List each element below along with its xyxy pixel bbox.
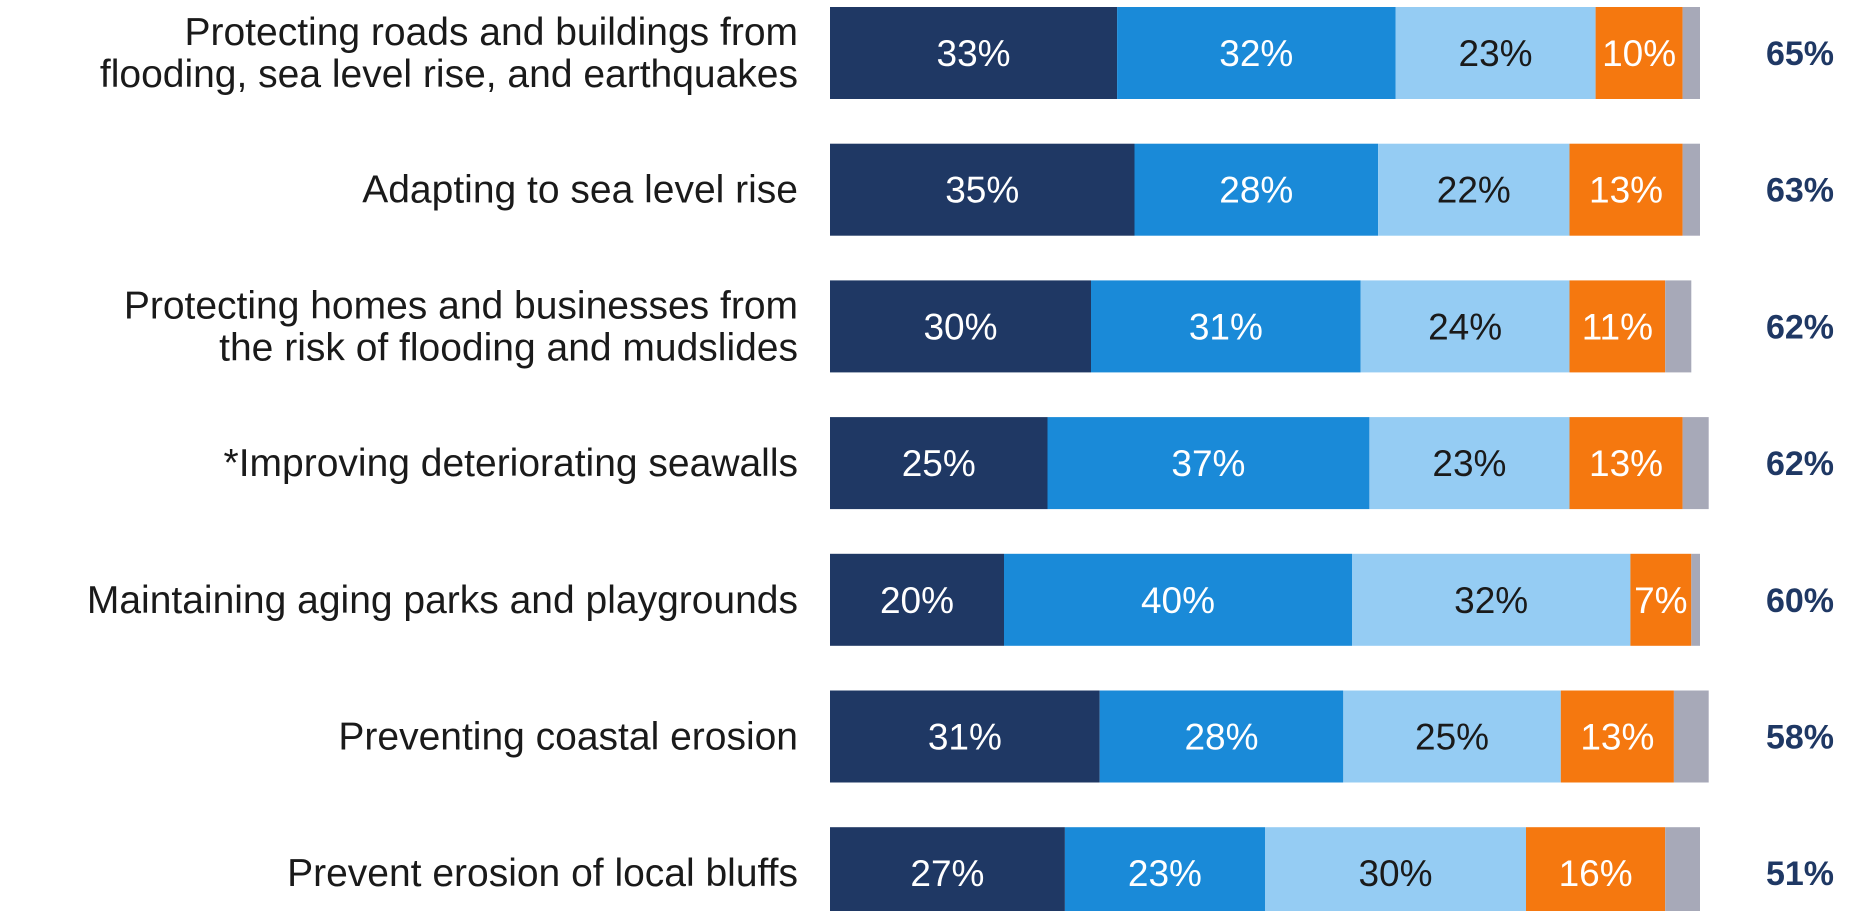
- data-label: 16%: [1559, 853, 1633, 894]
- category-label: Protecting homes and businesses from the …: [124, 284, 798, 369]
- category-label-line: Adapting to sea level rise: [362, 169, 798, 212]
- data-label: 27%: [910, 853, 984, 894]
- data-label: 28%: [1184, 717, 1258, 758]
- bar-row: Preventing coastal erosion 31% 28% 25% 13% 58…: [338, 690, 1834, 783]
- bar-segment: [830, 280, 1091, 373]
- bar-segment: [1352, 553, 1631, 646]
- category-label-line: Prevent erosion of local bluffs: [287, 852, 798, 895]
- data-label: 32%: [1454, 580, 1528, 621]
- bar-row: Protecting roads and buildings from flood…: [100, 7, 1834, 99]
- bar-segment: [1665, 280, 1692, 373]
- total-label: 60%: [1766, 582, 1834, 620]
- category-label-line: Protecting homes and businesses from: [124, 284, 798, 327]
- data-label: 22%: [1437, 170, 1511, 211]
- bar-segment: [1395, 7, 1596, 99]
- bar-segment: [1004, 553, 1352, 646]
- bar-segment: [1682, 417, 1709, 510]
- data-label: 25%: [902, 443, 976, 484]
- bar-segment: [1569, 143, 1683, 236]
- bar-segment: [830, 690, 1100, 783]
- bar-segment: [830, 7, 1118, 99]
- total-label: 65%: [1766, 35, 1834, 73]
- total-label: 62%: [1766, 308, 1834, 346]
- category-label: Preventing coastal erosion: [338, 716, 798, 759]
- total-label: 51%: [1766, 855, 1834, 893]
- category-label-line: *Improving deteriorating seawalls: [224, 442, 798, 485]
- bar-segment: [1682, 143, 1700, 236]
- bar-row: Protecting homes and businesses from the …: [124, 280, 1834, 373]
- data-label: 13%: [1589, 443, 1663, 484]
- category-label: Maintaining aging parks and playgrounds: [87, 579, 798, 622]
- bar-segment: [1526, 827, 1666, 911]
- category-label-line: Preventing coastal erosion: [338, 716, 798, 759]
- data-label: 13%: [1580, 717, 1654, 758]
- bar-segment: [1569, 280, 1666, 373]
- data-label: 11%: [1582, 306, 1653, 347]
- bar-segment: [1595, 7, 1683, 99]
- data-label: 25%: [1415, 717, 1489, 758]
- data-label: 13%: [1589, 170, 1663, 211]
- bar-row: Maintaining aging parks and playgrounds 2…: [87, 553, 1834, 646]
- total-label: 58%: [1766, 719, 1834, 757]
- bar-segment: [1673, 690, 1709, 783]
- bar-segment: [1630, 553, 1692, 646]
- data-label: 31%: [1189, 306, 1263, 347]
- bar-row: Adapting to sea level rise 35% 28% 22% 13% 63…: [362, 143, 1834, 236]
- bar-segment: [1378, 143, 1570, 236]
- total-label: 62%: [1766, 445, 1834, 483]
- bar-segment: [830, 553, 1004, 646]
- data-label: 23%: [1432, 443, 1506, 484]
- bar-segment: [1682, 7, 1700, 99]
- data-label: 20%: [880, 580, 954, 621]
- category-label: Protecting roads and buildings from flood…: [100, 11, 798, 96]
- bar-row: Prevent erosion of local bluffs 27% 23% 30%…: [287, 827, 1834, 911]
- category-label: Adapting to sea level rise: [362, 169, 798, 212]
- data-label: 23%: [1459, 33, 1533, 74]
- data-label: 30%: [923, 306, 997, 347]
- bar-segment: [1064, 827, 1265, 911]
- data-label: 33%: [937, 33, 1011, 74]
- bar-segment: [1343, 690, 1561, 783]
- bar-segment: [1665, 827, 1700, 911]
- data-label: 24%: [1428, 306, 1502, 347]
- bar-segment: [1360, 280, 1570, 373]
- category-label: *Improving deteriorating seawalls: [224, 442, 798, 485]
- category-label-line: Protecting roads and buildings from: [184, 11, 798, 54]
- data-label: 10%: [1602, 33, 1676, 74]
- data-label: 23%: [1128, 853, 1202, 894]
- total-label: 63%: [1766, 172, 1834, 210]
- data-label: 28%: [1219, 170, 1293, 211]
- data-label: 40%: [1141, 580, 1215, 621]
- bar-segment: [830, 417, 1048, 510]
- bar-segment: [830, 827, 1065, 911]
- data-label: 7%: [1634, 580, 1687, 621]
- data-label: 30%: [1358, 853, 1432, 894]
- bar-segment: [1117, 7, 1396, 99]
- bar-segment: [1047, 417, 1370, 510]
- data-label: 32%: [1219, 33, 1293, 74]
- bar-segment: [1265, 827, 1526, 911]
- bar-segment: [1560, 690, 1674, 783]
- category-label-line: Maintaining aging parks and playgrounds: [87, 579, 798, 622]
- category-label: Prevent erosion of local bluffs: [287, 852, 798, 895]
- bar-row: *Improving deteriorating seawalls 25% 37% 2…: [224, 417, 1834, 510]
- data-label: 37%: [1171, 443, 1245, 484]
- bar-segment: [1134, 143, 1379, 236]
- data-label: 35%: [945, 170, 1019, 211]
- category-label-line: flooding, sea level rise, and earthquake…: [100, 53, 798, 96]
- bar-segment: [830, 143, 1135, 236]
- bar-segment: [1091, 280, 1361, 373]
- bar-segment: [1099, 690, 1344, 783]
- bar-segment: [1569, 417, 1683, 510]
- data-label: 31%: [928, 717, 1002, 758]
- bar-segment: [1691, 553, 1700, 646]
- bar-segment: [1369, 417, 1570, 510]
- category-label-line: the risk of flooding and mudslides: [219, 326, 798, 369]
